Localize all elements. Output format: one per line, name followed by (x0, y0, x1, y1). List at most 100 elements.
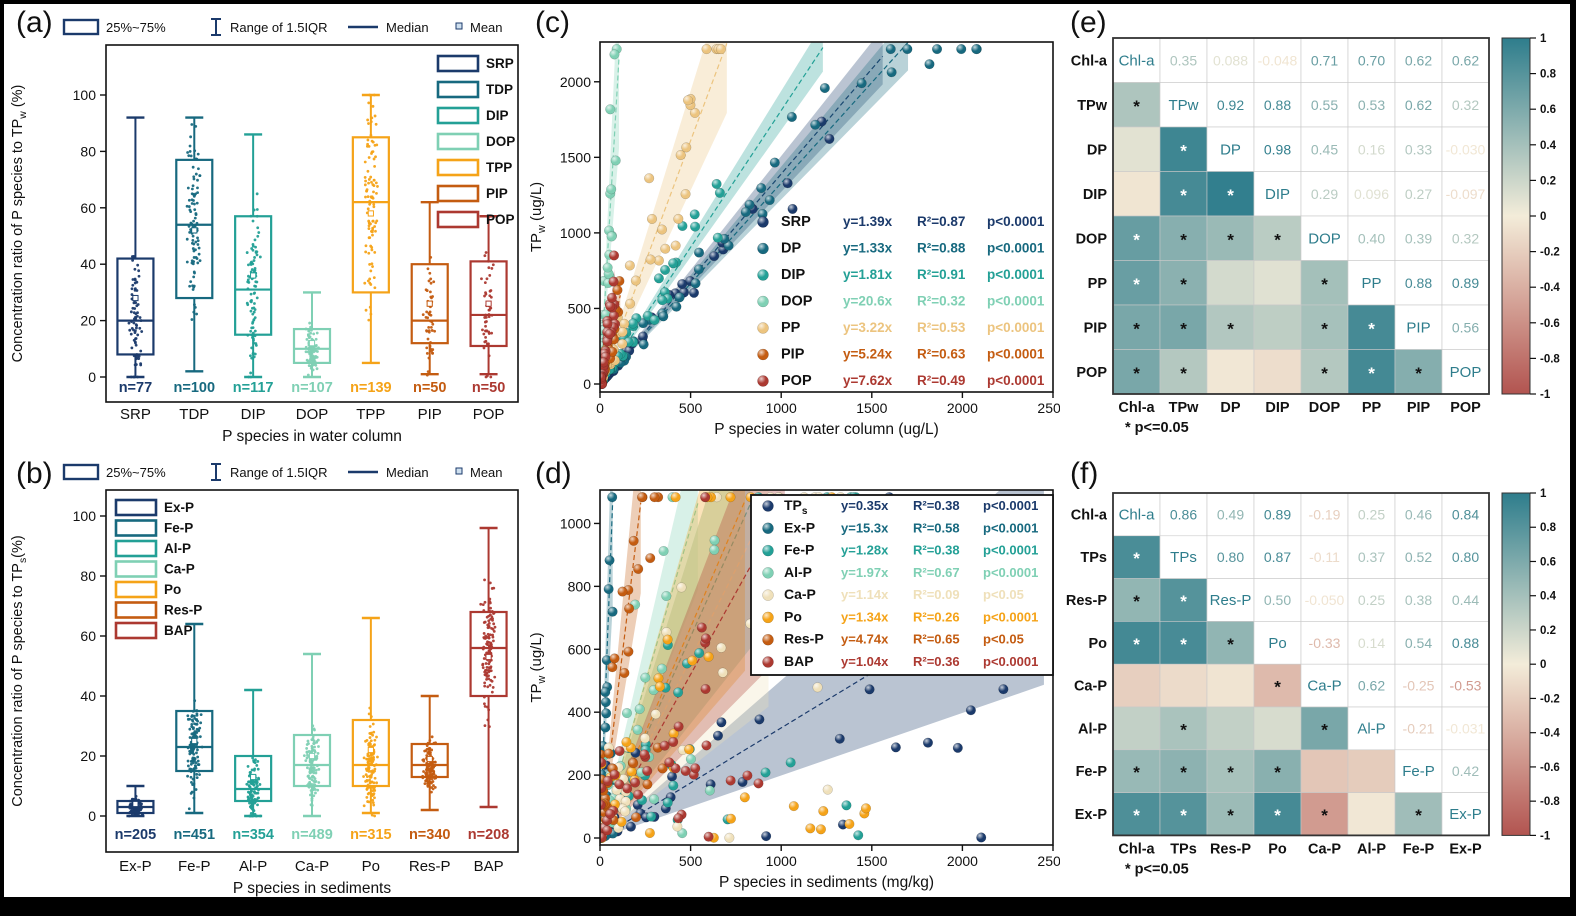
label: 80 (80, 143, 96, 159)
jitter-point (189, 280, 193, 284)
data-point (753, 778, 764, 789)
jitter-point (367, 156, 371, 159)
tspan: Al-P (1357, 841, 1386, 857)
jitter-point (251, 334, 255, 338)
tspan: R²=0.87 (917, 214, 965, 229)
label: 1500 (560, 149, 591, 165)
significance-star: * (1321, 364, 1328, 383)
data-point (725, 813, 736, 824)
jitter-point (133, 307, 137, 310)
corr-value: 0.55 (1311, 97, 1338, 113)
jitter-point (132, 328, 135, 332)
jitter-point (433, 329, 437, 333)
panel-d-label: (d) (535, 457, 572, 490)
jitter-point (251, 352, 255, 356)
jitter-point (363, 183, 367, 187)
data-point (740, 206, 751, 218)
data-point (717, 667, 728, 678)
label: DIP (486, 108, 509, 123)
jitter-point (250, 299, 253, 302)
jitter-point (250, 346, 254, 350)
corr-value: 0.89 (1264, 506, 1291, 522)
data-point (682, 95, 694, 106)
data-point (605, 104, 616, 115)
tspan: 0 (596, 853, 604, 869)
jitter-point (487, 674, 490, 678)
significance-star: * (1274, 763, 1281, 782)
jitter-point (254, 814, 258, 818)
category-label: Fe-P (178, 858, 211, 875)
jitter-point (186, 774, 189, 778)
regression-line (600, 57, 620, 385)
tspan: n=315 (350, 827, 392, 843)
tspan: y=1.97x (841, 565, 889, 580)
significance-star: * (1227, 806, 1234, 825)
jitter-point (249, 309, 253, 313)
tspan: 0.54 (1405, 635, 1432, 651)
data-point (696, 622, 707, 633)
jitter-point (246, 790, 250, 794)
tspan: (ug/L) (528, 182, 545, 225)
significance-star: * (1133, 97, 1140, 116)
heatmap-cell (1253, 126, 1302, 172)
jitter-point (313, 780, 317, 784)
tspan: BAP (474, 858, 504, 875)
tspan: PIP (1084, 320, 1108, 336)
row-label: TPw (1077, 98, 1108, 114)
tspan: Fe-P (1076, 764, 1108, 780)
tspan: 0.32 (1452, 97, 1479, 113)
data-point (782, 178, 793, 189)
jitter-point (256, 796, 260, 800)
box-group-DIP (234, 133, 273, 379)
data-point (715, 44, 727, 55)
jitter-point (128, 811, 132, 814)
data-point (630, 812, 642, 823)
jitter-point (188, 150, 192, 153)
regression-line (600, 504, 770, 839)
box-group-BAP (469, 526, 508, 809)
data-point (632, 724, 643, 735)
heatmap-cell (1347, 749, 1396, 793)
tspan: y=1.34x (841, 609, 889, 624)
label: 0 (88, 369, 96, 385)
data-point (636, 492, 648, 503)
heatmap-cell (1394, 706, 1443, 751)
data-point (757, 269, 769, 281)
jitter-point (426, 783, 430, 787)
jitter-point (483, 681, 487, 685)
jitter-point (190, 187, 194, 191)
heatmap-cell (1253, 663, 1302, 708)
tspan: 0.33 (1405, 141, 1432, 157)
jitter-point (376, 185, 379, 188)
data-point (644, 173, 655, 184)
jitter-point (365, 779, 369, 783)
heatmap-cell (1441, 304, 1490, 350)
category-label: DIP (241, 406, 266, 423)
heatmap-border (1112, 492, 1490, 837)
jitter-point (190, 714, 194, 717)
jitter-point (195, 257, 199, 260)
colorbar-tick-label: 0.8 (1540, 522, 1557, 534)
jitter-point (433, 785, 437, 789)
mean-marker (426, 755, 433, 763)
jitter-point (136, 333, 140, 337)
tspan: TDP (179, 406, 209, 423)
mean-marker (367, 210, 374, 217)
jitter-point (132, 375, 135, 379)
jitter-point (250, 781, 253, 785)
jitter-point (367, 181, 370, 185)
tspan: Ca-P (784, 586, 816, 602)
n-label: n=354 (232, 827, 274, 843)
diagonal-label: DP (1220, 141, 1241, 158)
jitter-point (252, 355, 256, 359)
label: TPP (486, 160, 512, 175)
col-label: Po (1268, 841, 1287, 857)
tspan: 0.71 (1311, 52, 1338, 68)
box-group-PIP (410, 200, 449, 377)
tspan: TPw (1169, 400, 1200, 416)
jitter-point (198, 773, 201, 777)
tspan: Chl-a (1118, 841, 1155, 857)
data-point (757, 348, 769, 361)
heatmap-cell (1253, 749, 1302, 793)
label: 60 (80, 628, 96, 644)
